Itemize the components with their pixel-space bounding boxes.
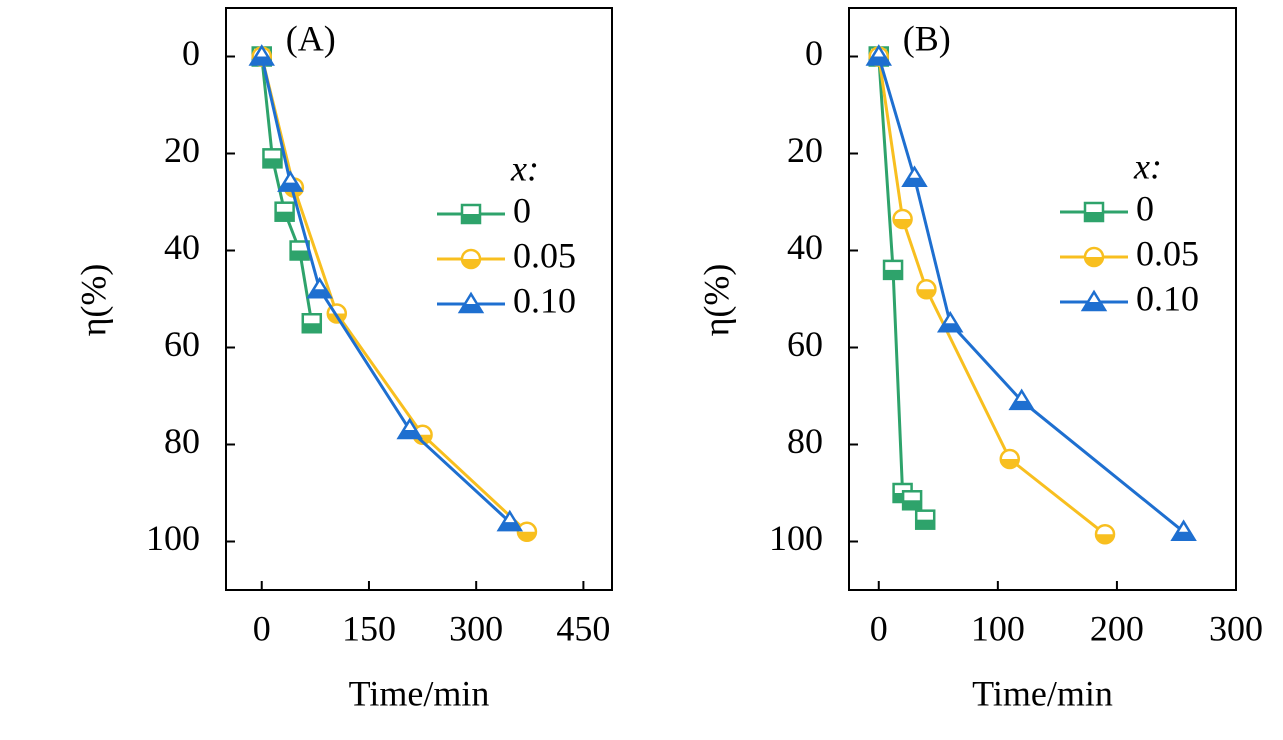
- marker-fill: [1083, 302, 1105, 310]
- marker-fill: [1085, 212, 1103, 221]
- marker-fill: [290, 250, 309, 260]
- y-tick-label: 80: [787, 421, 823, 461]
- x-tick-label: 150: [342, 608, 396, 648]
- legend-label: 0.10: [1136, 278, 1199, 318]
- legend-label: 0.05: [513, 235, 576, 275]
- marker-fill: [279, 182, 302, 191]
- marker-fill: [1172, 531, 1195, 540]
- y-tick-label: 100: [769, 518, 823, 558]
- legend-label: 0: [513, 190, 531, 230]
- x-tick-label: 300: [449, 608, 503, 648]
- marker-fill: [893, 218, 912, 228]
- marker-fill: [917, 289, 936, 299]
- y-axis-label: η(%): [696, 264, 736, 337]
- marker-fill: [398, 429, 421, 438]
- marker-fill: [263, 158, 282, 168]
- plot-frame: [225, 7, 613, 591]
- y-tick-label: 20: [164, 130, 200, 170]
- marker-fill: [275, 211, 294, 221]
- x-tick-label: 0: [870, 608, 888, 648]
- marker-fill: [1096, 534, 1115, 544]
- marker-fill: [1085, 257, 1103, 266]
- marker-fill: [903, 177, 926, 186]
- x-axis-label: Time/min: [349, 673, 490, 713]
- legend-label: 0.05: [1136, 233, 1199, 273]
- x-tick-label: 0: [253, 608, 271, 648]
- legend-label: 0.10: [513, 280, 576, 320]
- legend-title: x:: [1133, 146, 1162, 186]
- x-axis-label: Time/min: [972, 673, 1113, 713]
- x-tick-label: 450: [556, 608, 610, 648]
- marker-fill: [916, 519, 935, 529]
- data-line: [260, 56, 528, 533]
- marker-fill: [250, 56, 273, 65]
- plot-frame: [848, 7, 1237, 591]
- legend-label: 0: [1136, 188, 1154, 228]
- x-tick-label: 100: [971, 608, 1025, 648]
- legend-title: x:: [510, 148, 539, 188]
- marker-fill: [884, 269, 903, 279]
- marker-fill: [1000, 459, 1019, 469]
- marker-fill: [498, 522, 521, 531]
- panel-label: (A): [286, 18, 336, 58]
- y-tick-label: 0: [182, 33, 200, 73]
- y-tick-label: 60: [787, 324, 823, 364]
- data-line: [260, 56, 511, 524]
- y-tick-label: 40: [164, 227, 200, 267]
- y-tick-label: 0: [805, 33, 823, 73]
- marker-fill: [462, 259, 480, 268]
- y-tick-label: 100: [146, 518, 200, 558]
- marker-fill: [462, 214, 480, 223]
- marker-fill: [460, 304, 482, 312]
- marker-fill: [939, 323, 962, 332]
- marker-fill: [903, 500, 922, 510]
- y-tick-label: 20: [787, 130, 823, 170]
- panel-label: (B): [903, 18, 951, 58]
- marker-fill: [1010, 400, 1033, 409]
- y-axis-label: η(%): [73, 264, 113, 337]
- x-tick-label: 200: [1090, 608, 1144, 648]
- marker-fill: [867, 56, 890, 65]
- y-tick-label: 80: [164, 421, 200, 461]
- x-tick-label: 300: [1209, 608, 1263, 648]
- y-tick-label: 60: [164, 324, 200, 364]
- data-line: [877, 56, 1106, 536]
- marker-fill: [302, 323, 321, 333]
- marker-fill: [308, 289, 331, 298]
- marker-fill: [517, 531, 536, 541]
- y-tick-label: 40: [787, 227, 823, 267]
